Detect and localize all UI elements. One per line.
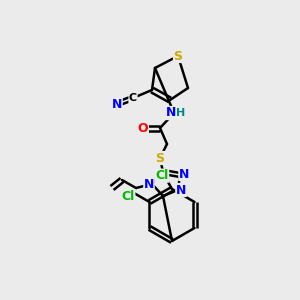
Text: Cl: Cl [155, 169, 169, 182]
Text: N: N [176, 184, 186, 196]
Text: C: C [129, 93, 137, 103]
Text: Cl: Cl [122, 190, 135, 202]
Text: N: N [144, 178, 154, 190]
Text: N: N [166, 106, 176, 119]
Text: O: O [138, 122, 148, 134]
Text: N: N [179, 167, 189, 181]
Text: N: N [112, 98, 122, 110]
Text: S: S [173, 50, 182, 62]
Text: H: H [176, 108, 186, 118]
Text: S: S [155, 152, 164, 164]
